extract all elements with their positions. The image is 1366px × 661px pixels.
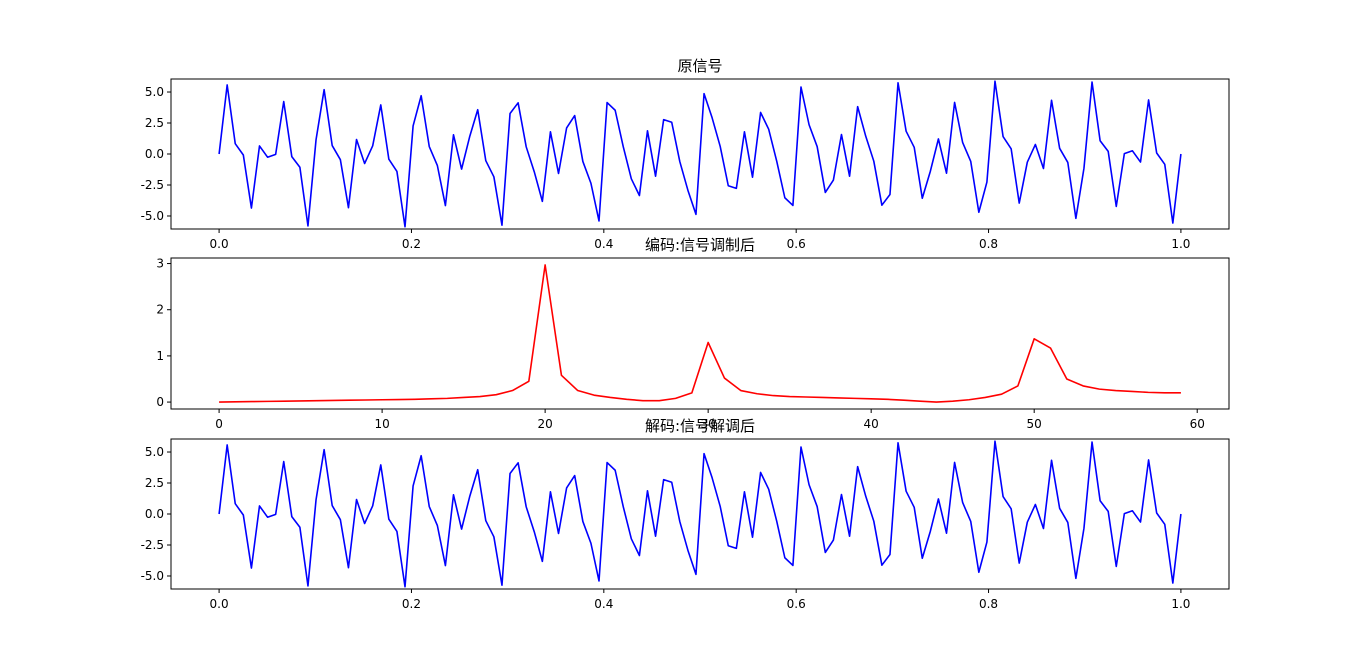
x-tick-label: 0.8 xyxy=(979,597,998,611)
x-tick-label: 0.6 xyxy=(787,237,806,251)
y-tick-label: -2.5 xyxy=(141,178,164,192)
x-tick-label: 50 xyxy=(1027,417,1042,431)
y-tick-label: 0 xyxy=(156,395,164,409)
y-tick-label: 0.0 xyxy=(145,507,164,521)
y-tick-label: -2.5 xyxy=(141,538,164,552)
chart-title: 解码:信号解调后 xyxy=(645,417,755,435)
y-tick-label: 2.5 xyxy=(145,476,164,490)
x-tick-label: 0.2 xyxy=(402,597,421,611)
chart-title: 编码:信号调制后 xyxy=(645,236,755,254)
y-tick-label: 5.0 xyxy=(145,445,164,459)
x-tick-label: 40 xyxy=(864,417,879,431)
axes-frame xyxy=(170,257,1230,410)
signal-line xyxy=(218,440,1182,588)
x-tick-label: 20 xyxy=(537,417,552,431)
signal-line xyxy=(218,80,1182,228)
x-tick-label: 0.0 xyxy=(210,237,229,251)
x-tick-label: 0.0 xyxy=(210,597,229,611)
y-tick-label: 0.0 xyxy=(145,147,164,161)
y-tick-label: -5.0 xyxy=(141,569,164,583)
y-tick-label: 2.5 xyxy=(145,116,164,130)
x-tick-label: 60 xyxy=(1190,417,1205,431)
x-tick-label: 1.0 xyxy=(1171,237,1190,251)
x-tick-label: 0 xyxy=(215,417,223,431)
chart-title: 原信号 xyxy=(677,57,722,75)
y-tick-label: -5.0 xyxy=(141,209,164,223)
x-tick-label: 30 xyxy=(701,417,716,431)
x-tick-label: 0.4 xyxy=(594,237,613,251)
x-tick-label: 0.4 xyxy=(594,597,613,611)
x-tick-label: 1.0 xyxy=(1171,597,1190,611)
x-tick-label: 0.8 xyxy=(979,237,998,251)
x-tick-label: 0.2 xyxy=(402,237,421,251)
y-tick-label: 5.0 xyxy=(145,85,164,99)
y-tick-label: 3 xyxy=(156,257,164,271)
signal-line xyxy=(219,264,1181,403)
y-tick-label: 1 xyxy=(156,349,164,363)
x-tick-label: 10 xyxy=(374,417,389,431)
y-tick-label: 2 xyxy=(156,303,164,317)
x-tick-label: 0.6 xyxy=(787,597,806,611)
